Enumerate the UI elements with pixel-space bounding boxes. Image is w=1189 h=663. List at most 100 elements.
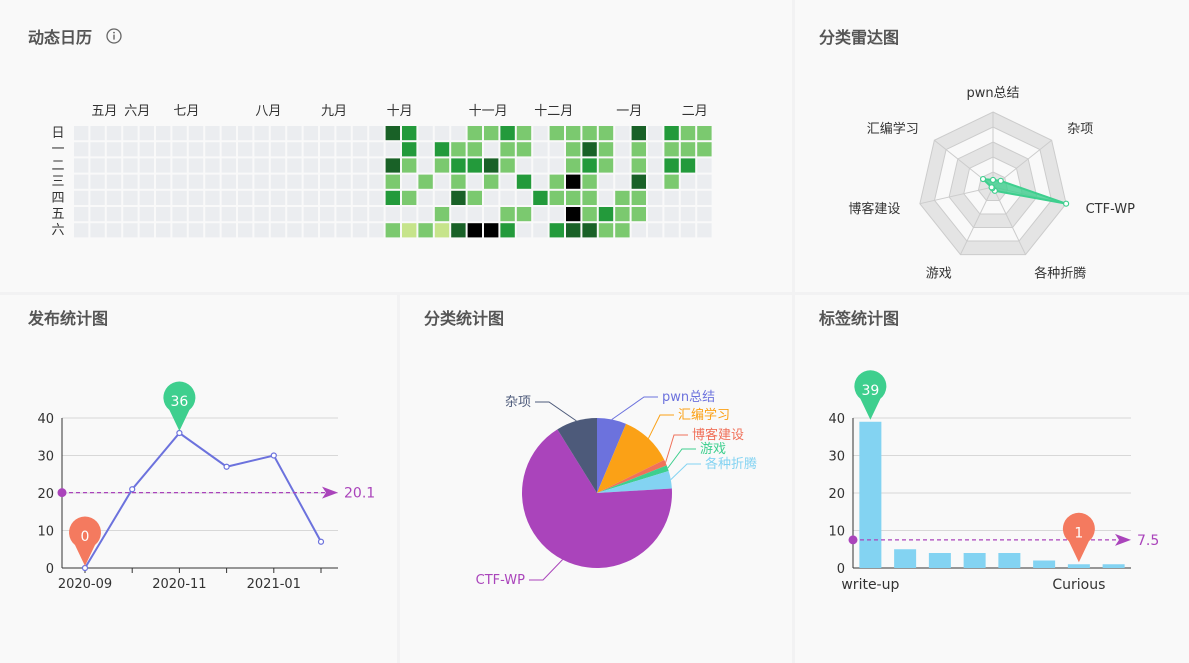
calendar-day-cell	[123, 158, 137, 172]
calendar-month-label: 二月	[682, 104, 708, 119]
calendar-day-cell	[254, 126, 268, 140]
radar-indicator-label: 汇编学习	[867, 121, 919, 137]
calendar-day-cell	[123, 126, 137, 140]
calendar-day-cell	[386, 175, 400, 189]
calendar-day-cell	[254, 142, 268, 156]
calendar-day-cell	[599, 126, 613, 140]
calendar-day-cell	[123, 142, 137, 156]
calendar-day-cell	[517, 126, 531, 140]
calendar-day-cell	[451, 175, 465, 189]
calendar-day-cell	[254, 207, 268, 221]
calendar-day-cell	[632, 191, 646, 205]
calendar-day-cell	[402, 142, 416, 156]
calendar-day-cell	[681, 126, 695, 140]
calendar-day-cell	[107, 175, 121, 189]
calendar-day-cell	[418, 126, 432, 140]
calendar-weekday-label: 一	[51, 142, 64, 157]
calendar-day-cell	[90, 223, 104, 237]
calendar-day-cell	[172, 191, 186, 205]
publish-data-point	[224, 464, 229, 469]
calendar-day-cell	[648, 191, 662, 205]
calendar-month-label: 十月	[387, 104, 413, 119]
calendar-day-cell	[140, 191, 154, 205]
calendar-day-cell	[304, 158, 318, 172]
y-tick-label: 20	[828, 487, 845, 502]
calendar-day-cell	[517, 191, 531, 205]
calendar-day-cell	[697, 126, 711, 140]
calendar-day-cell	[468, 175, 482, 189]
calendar-day-cell	[566, 158, 580, 172]
y-tick-label: 30	[37, 450, 54, 465]
calendar-day-cell	[189, 207, 203, 221]
calendar-day-cell	[402, 175, 416, 189]
calendar-day-cell	[205, 191, 219, 205]
calendar-day-cell	[451, 191, 465, 205]
calendar-day-cell	[140, 158, 154, 172]
publish-min-markpoint: 0	[69, 517, 101, 566]
calendar-day-cell	[451, 207, 465, 221]
calendar-day-cell	[189, 223, 203, 237]
calendar-day-cell	[189, 191, 203, 205]
calendar-day-cell	[468, 223, 482, 237]
calendar-day-cell	[517, 223, 531, 237]
calendar-day-cell	[254, 191, 268, 205]
calendar-day-cell	[664, 191, 678, 205]
calendar-day-cell	[648, 207, 662, 221]
calendar-day-cell	[451, 126, 465, 140]
info-icon[interactable]	[106, 28, 122, 44]
calendar-day-cell	[304, 126, 318, 140]
calendar-day-cell	[156, 175, 170, 189]
tag-bar	[929, 553, 951, 568]
pie-label-leader	[535, 402, 576, 421]
calendar-day-cell	[566, 142, 580, 156]
calendar-day-cell	[550, 207, 564, 221]
calendar-day-cell	[369, 175, 383, 189]
calendar-day-cell	[386, 126, 400, 140]
tag-bar	[964, 553, 986, 568]
calendar-month-label: 一月	[616, 104, 642, 119]
y-tick-label: 0	[837, 562, 845, 577]
publish-data-point	[83, 566, 88, 571]
tag-bar	[1068, 564, 1090, 568]
calendar-day-cell	[74, 207, 88, 221]
calendar-day-cell	[336, 191, 350, 205]
pie-slice-label: CTF-WP	[476, 573, 526, 588]
calendar-day-cell	[107, 142, 121, 156]
x-tick-label: Curious	[1052, 577, 1105, 593]
calendar-day-cell	[484, 191, 498, 205]
calendar-day-cell	[664, 126, 678, 140]
tags-panel: 标签统计图 0 10 20 30 40 write-up Curious 7.5 39 1	[795, 295, 1189, 663]
category-panel: 分类统计图 pwn总结 汇编学习 博客建设 游戏 各种折腾 CTF-WP 杂项	[400, 295, 792, 663]
calendar-day-cell	[271, 142, 285, 156]
calendar-day-cell	[582, 142, 596, 156]
calendar-day-cell	[205, 207, 219, 221]
calendar-day-cell	[336, 223, 350, 237]
calendar-day-cell	[271, 223, 285, 237]
calendar-day-cell	[287, 191, 301, 205]
calendar-day-cell	[451, 142, 465, 156]
calendar-day-cell	[632, 223, 646, 237]
calendar-day-cell	[304, 142, 318, 156]
calendar-day-cell	[500, 142, 514, 156]
calendar-day-cell	[435, 207, 449, 221]
calendar-day-cell	[468, 142, 482, 156]
radar-indicator-label: 杂项	[1067, 122, 1093, 137]
calendar-day-cell	[156, 191, 170, 205]
calendar-day-cell	[615, 191, 629, 205]
y-tick-label: 40	[828, 412, 845, 427]
calendar-day-cell	[566, 223, 580, 237]
calendar-day-cell	[74, 175, 88, 189]
tag-bar	[998, 553, 1020, 568]
calendar-day-cell	[484, 142, 498, 156]
calendar-day-cell	[140, 207, 154, 221]
calendar-day-cell	[123, 175, 137, 189]
calendar-day-cell	[90, 142, 104, 156]
calendar-day-cell	[222, 158, 236, 172]
radar-value-point	[991, 177, 996, 182]
calendar-day-cell	[566, 207, 580, 221]
calendar-day-cell	[566, 175, 580, 189]
y-tick-label: 20	[37, 487, 54, 502]
calendar-day-cell	[90, 207, 104, 221]
calendar-day-cell	[533, 207, 547, 221]
calendar-day-cell	[599, 158, 613, 172]
